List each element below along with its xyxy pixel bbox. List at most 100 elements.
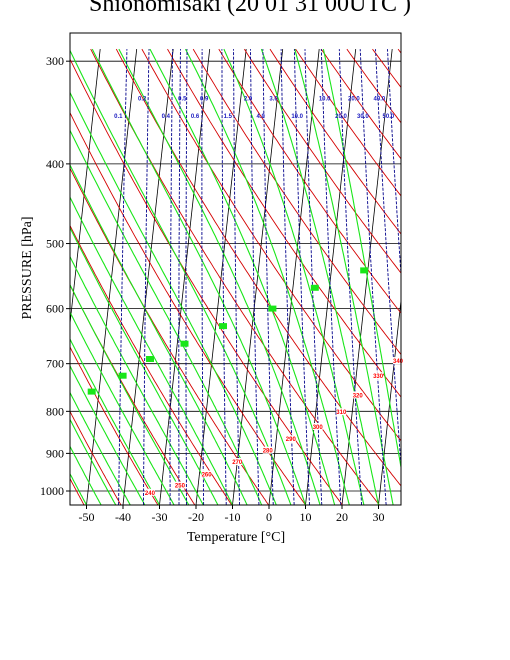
x-tick-label: -40 bbox=[115, 510, 131, 524]
x-tick-label: 20 bbox=[336, 510, 348, 524]
x-tick-label: -50 bbox=[79, 510, 95, 524]
moist-adiabat-label bbox=[180, 340, 189, 347]
y-tick-label: 800 bbox=[46, 404, 64, 418]
dry-adiabat-label-bg bbox=[144, 488, 155, 496]
dry-adiabat-line bbox=[70, 410, 122, 505]
mixing-ratio-line bbox=[387, 49, 401, 282]
mixing-ratio-line bbox=[359, 49, 387, 505]
moist-adiabat-line bbox=[294, 48, 394, 505]
dry-adiabat-line bbox=[346, 48, 401, 124]
isotherm-line bbox=[452, 49, 502, 505]
mixing-ratio-line bbox=[178, 49, 181, 505]
mixing-ratio-label: 1.5 bbox=[224, 114, 233, 120]
dry-adiabat-line bbox=[70, 346, 159, 505]
y-tick-label: 500 bbox=[46, 237, 64, 251]
moist-adiabat-line bbox=[70, 49, 292, 505]
mixing-ratio-label: 10.0 bbox=[291, 114, 303, 120]
dry-adiabat-label-bg bbox=[373, 372, 384, 380]
x-tick-label: -10 bbox=[225, 510, 241, 524]
mixing-ratio-line bbox=[143, 49, 150, 505]
dry-adiabat-label-bg bbox=[312, 423, 323, 430]
moist-adiabat-line bbox=[70, 337, 160, 505]
y-axis-label: PRESSURE [hPa] bbox=[20, 216, 35, 319]
mixing-ratio-label: 10.0 bbox=[319, 96, 331, 102]
moist-adiabat-label bbox=[118, 372, 127, 379]
mixing-ratio-label: 50.0 bbox=[383, 114, 395, 120]
y-tick-label: 1000 bbox=[40, 484, 64, 498]
mixing-ratio-line bbox=[338, 49, 363, 505]
dry-adiabat-line bbox=[269, 48, 401, 235]
moist-adiabat-line bbox=[70, 391, 131, 505]
dry-adiabat-line bbox=[244, 48, 401, 274]
line-labels: 0.2 0.5 0.9 2.0 3.0 10.0 20.0 40.0 0.1 0.4 0.6 1.5 4… bbox=[87, 96, 404, 497]
dry-adiabat-label-bg bbox=[174, 481, 185, 489]
x-axis: -50 -40 -30 -20 -10 0 10 20 30 bbox=[79, 505, 385, 524]
dry-adiabat-line bbox=[397, 48, 401, 54]
x-tick-label: -30 bbox=[152, 510, 168, 524]
dry-adiabat-line bbox=[192, 48, 401, 356]
dry-adiabat-line bbox=[70, 58, 343, 505]
moist-adiabat-line bbox=[70, 418, 117, 505]
dry-adiabat-label: 240 bbox=[145, 491, 156, 497]
dry-adiabat-line bbox=[70, 224, 233, 505]
mixing-ratio-label: 40.0 bbox=[374, 96, 386, 102]
mixing-ratio-label: 0.1 bbox=[114, 114, 123, 120]
dry-adiabat-line bbox=[424, 49, 510, 505]
moist-adiabat-line bbox=[260, 48, 380, 505]
moist-adiabat-line bbox=[149, 48, 336, 505]
moist-adiabat-line bbox=[70, 163, 248, 505]
mixing-ratio-label: 2.0 bbox=[244, 96, 253, 102]
moist-adiabat-line bbox=[70, 226, 219, 505]
y-tick-label: 700 bbox=[46, 357, 64, 371]
mixing-ratio-label: 0.9 bbox=[200, 96, 209, 102]
dry-adiabat-line bbox=[70, 477, 85, 505]
isotherm-line bbox=[232, 49, 284, 505]
moist-adiabat-line bbox=[118, 48, 321, 505]
dry-adiabat-label-bg bbox=[393, 357, 403, 365]
mixing-ratio-line bbox=[250, 49, 260, 505]
dry-adiabats bbox=[0, 48, 510, 505]
dry-adiabat-label: 270 bbox=[232, 460, 243, 466]
dry-adiabat-line bbox=[167, 48, 401, 398]
isotherm-line bbox=[378, 297, 401, 505]
dry-adiabat-label: 260 bbox=[202, 473, 213, 479]
dry-adiabat-label: 310 bbox=[336, 410, 347, 416]
mixing-ratio-line bbox=[320, 49, 342, 505]
moist-adiabat-line bbox=[91, 48, 307, 505]
chart-title: Shionomisaki (20 01 31 00UTC ) bbox=[89, 0, 411, 17]
dry-adiabat-line bbox=[141, 48, 401, 442]
mixing-ratio-label: 0.5 bbox=[178, 96, 187, 102]
mixing-ratio-line bbox=[118, 49, 128, 505]
moist-adiabat-line bbox=[185, 48, 350, 505]
y-tick-label: 900 bbox=[46, 446, 64, 460]
dry-adiabat-label-bg bbox=[285, 435, 296, 443]
x-tick-label: 30 bbox=[373, 510, 385, 524]
dry-adiabat-label-bg bbox=[352, 391, 363, 399]
x-tick-label: 0 bbox=[266, 510, 272, 524]
moist-adiabat-label bbox=[87, 388, 96, 395]
y-tick-label: 300 bbox=[46, 54, 64, 68]
dry-adiabat-label: 280 bbox=[263, 449, 274, 455]
moist-adiabat-line bbox=[70, 283, 190, 505]
moist-adiabat-line bbox=[322, 48, 401, 471]
mixing-ratio-label: 20.0 bbox=[335, 114, 347, 120]
dry-adiabat-label: 320 bbox=[353, 393, 364, 399]
dry-adiabat-line bbox=[0, 49, 10, 505]
moist-adiabat-label bbox=[310, 284, 319, 291]
dry-adiabat-line bbox=[295, 48, 401, 197]
dry-adiabat-label: 290 bbox=[286, 437, 297, 443]
moist-adiabat-line bbox=[70, 255, 204, 505]
x-tick-label: 10 bbox=[300, 510, 312, 524]
mixing-ratio-line bbox=[304, 49, 323, 505]
dry-adiabat-label-bg bbox=[262, 446, 273, 454]
mixing-ratio-label: 4.0 bbox=[257, 114, 266, 120]
mixing-ratio-label: 0.2 bbox=[138, 96, 147, 102]
mixing-ratio-label: 30.0 bbox=[357, 114, 369, 120]
isotherm-line bbox=[70, 49, 101, 328]
mixing-ratio-line bbox=[293, 49, 310, 505]
moist-adiabat-line bbox=[70, 196, 233, 505]
dry-adiabat-label: 300 bbox=[313, 425, 324, 431]
x-tick-label: -20 bbox=[188, 510, 204, 524]
y-tick-label: 600 bbox=[46, 302, 64, 316]
